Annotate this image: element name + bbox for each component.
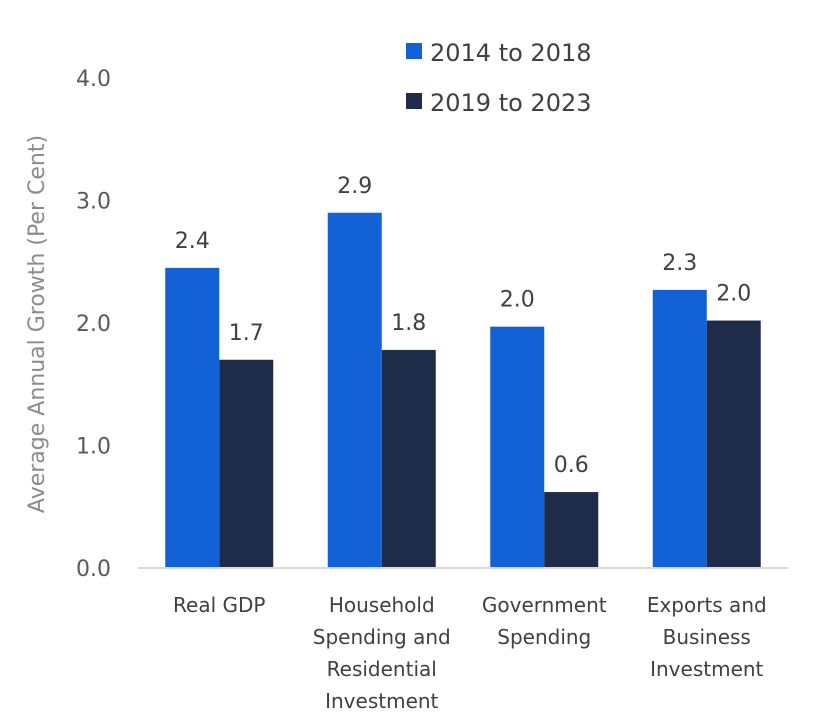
- data-label: 2.9: [337, 174, 372, 199]
- legend: 2014 to 2018 2019 to 2023: [406, 39, 592, 117]
- bars: [165, 212, 761, 568]
- x-category-label: Government Spending: [482, 593, 607, 649]
- y-tick-label: 3.0: [76, 190, 111, 215]
- y-tick-label: 4.0: [76, 67, 111, 92]
- x-axis-categories: Real GDP Household Spending and Residential…: [173, 593, 767, 713]
- data-label: 2.0: [500, 288, 535, 313]
- legend-swatch: [406, 93, 422, 109]
- y-axis-label: Average Annual Growth (Per Cent): [25, 135, 50, 513]
- bar: [219, 359, 274, 568]
- y-tick-label: 0.0: [76, 557, 111, 582]
- bar: [706, 320, 761, 568]
- bar: [381, 349, 436, 568]
- legend-swatch: [406, 43, 422, 59]
- data-labels: 2.4 1.7 2.9 1.8 2.0 0.6 2.3 2.0: [175, 174, 752, 478]
- bar: [165, 267, 220, 568]
- legend-label: 2014 to 2018: [430, 39, 592, 67]
- x-category-label: Household Spending and Residential Investme…: [313, 593, 451, 713]
- bar: [490, 326, 545, 568]
- bar: [544, 492, 599, 568]
- y-axis-ticks: 0.0 1.0 2.0 3.0 4.0: [76, 67, 111, 582]
- x-category-label: Real GDP: [173, 593, 265, 617]
- x-category-label: Exports and Business Investment: [647, 593, 767, 681]
- data-label: 1.8: [391, 311, 426, 336]
- data-label: 1.7: [229, 321, 264, 346]
- data-label: 2.3: [662, 251, 697, 276]
- bar: [652, 289, 707, 568]
- data-label: 2.4: [175, 229, 210, 254]
- data-label: 0.6: [554, 453, 589, 478]
- y-tick-label: 1.0: [76, 435, 111, 460]
- legend-label: 2019 to 2023: [430, 89, 592, 117]
- data-label: 2.0: [716, 282, 751, 307]
- bar: [327, 212, 382, 568]
- y-tick-label: 2.0: [76, 312, 111, 337]
